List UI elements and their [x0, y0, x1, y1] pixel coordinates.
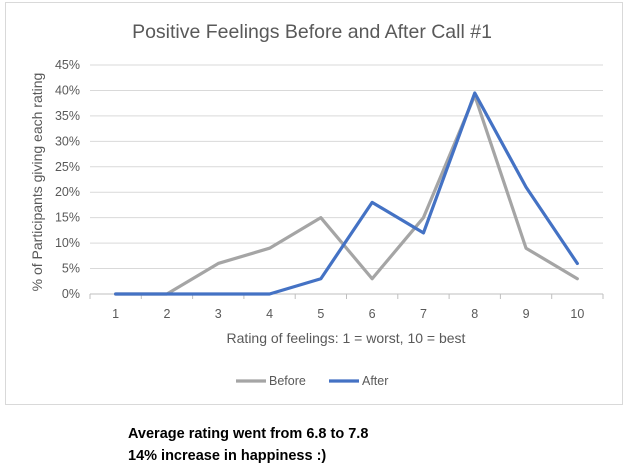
legend: Before After [236, 374, 388, 388]
x-tick-label: 1 [112, 307, 119, 321]
x-tick-label: 4 [266, 307, 273, 321]
series-line-before [114, 93, 579, 296]
y-tick-label: 45% [55, 58, 80, 72]
gridlines [90, 64, 603, 295]
summary-line-1: Average rating went from 6.8 to 7.8 [128, 426, 369, 442]
y-tick-label: 0% [62, 287, 80, 301]
line-chart: Positive Feelings Before and After Call … [29, 21, 604, 388]
y-tick-label: 25% [55, 160, 80, 174]
x-tick-label: 7 [420, 307, 427, 321]
x-tick-label: 5 [317, 307, 324, 321]
series-line-after [114, 91, 579, 296]
x-tick-label: 6 [369, 307, 376, 321]
x-axis-ticks: 1 2 3 4 5 6 7 8 9 10 [89, 294, 604, 321]
x-tick-label: 9 [523, 307, 530, 321]
y-tick-label: 20% [55, 185, 80, 199]
x-tick-label: 2 [163, 307, 170, 321]
y-tick-label: 15% [55, 211, 80, 225]
chart-frame [5, 2, 623, 405]
y-tick-label: 40% [55, 83, 80, 97]
y-tick-label: 30% [55, 134, 80, 148]
x-tick-label: 10 [570, 307, 584, 321]
summary-line-2: 14% increase in happiness :) [128, 448, 327, 464]
chart-title: Positive Feelings Before and After Call … [132, 21, 492, 43]
y-tick-label: 10% [55, 236, 80, 250]
series-lines [114, 91, 579, 296]
legend-label-before: Before [269, 374, 306, 388]
y-tick-label: 35% [55, 109, 80, 123]
x-tick-label: 8 [471, 307, 478, 321]
y-axis-label: % of Participants giving each rating [29, 73, 45, 292]
y-axis-ticks: 0% 5% 10% 15% 20% 25% 30% 35% 40% 45% [55, 58, 80, 301]
x-tick-label: 3 [215, 307, 222, 321]
y-tick-label: 5% [62, 262, 80, 276]
legend-label-after: After [362, 374, 388, 388]
x-axis-label: Rating of feelings: 1 = worst, 10 = best [227, 330, 466, 346]
